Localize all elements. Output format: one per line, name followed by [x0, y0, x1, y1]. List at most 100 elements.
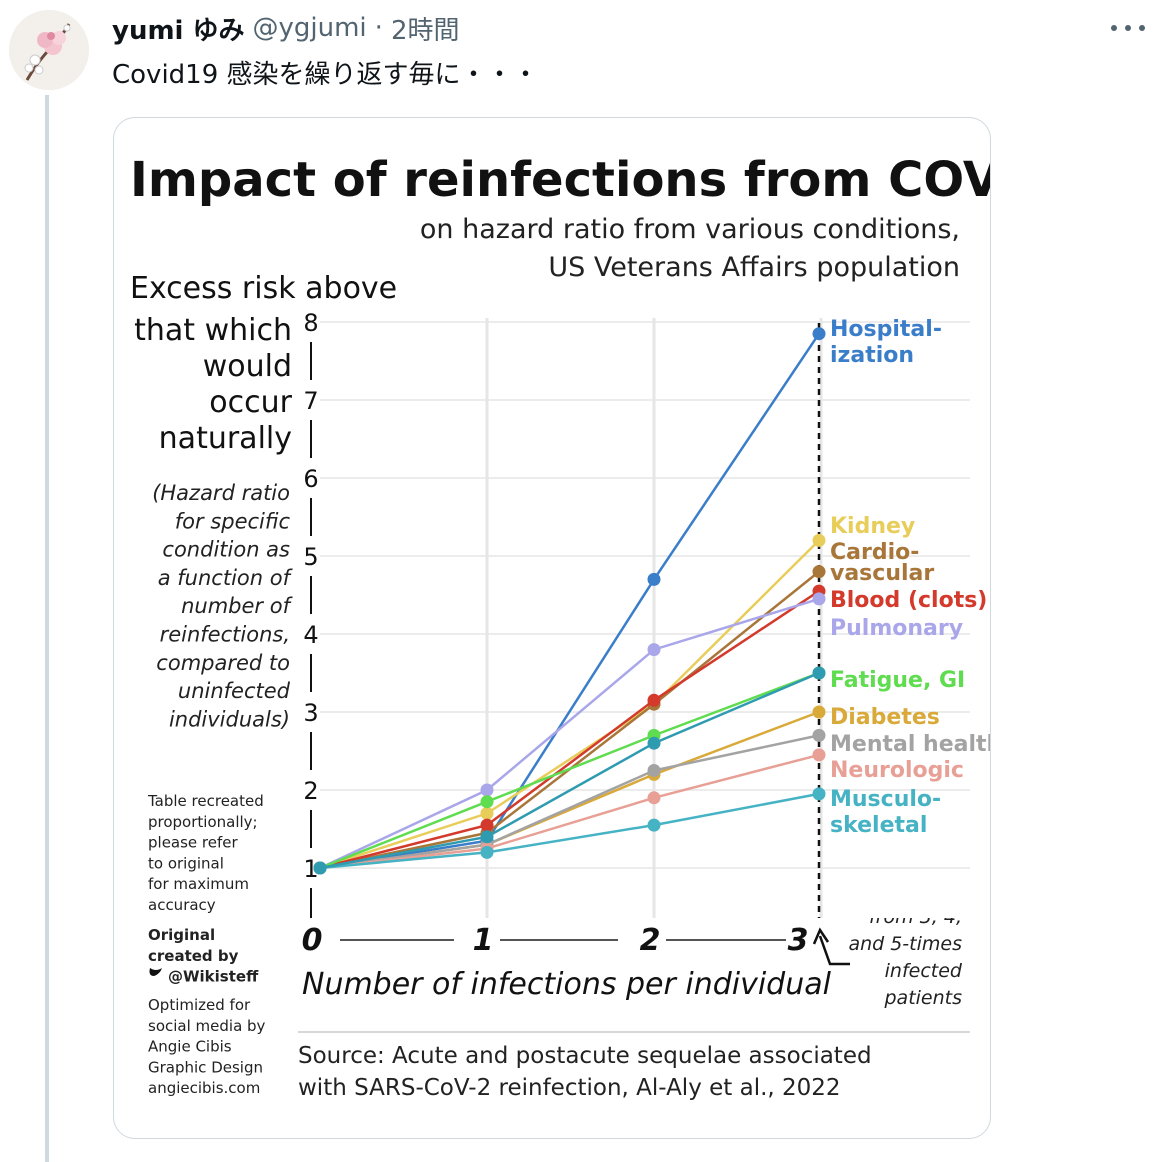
display-name[interactable]: yumi ゆみ	[112, 15, 245, 46]
ylabel-note-line-5: number of	[181, 594, 293, 618]
data-point	[812, 592, 826, 606]
chart-image: Impact of reinfections from COVID on haz…	[130, 152, 990, 1101]
recreation-note-line-6: accuracy	[148, 896, 216, 914]
series-label: vascular	[830, 561, 934, 586]
y-axis: 1 2 3 4 5 6 7 8	[303, 309, 319, 918]
data-point	[313, 861, 327, 875]
y-tick-label: 2	[303, 777, 318, 805]
data-point	[812, 327, 826, 341]
series-label: Blood (clots)	[830, 588, 987, 613]
x-axis: 0 1 2 3	[302, 923, 850, 966]
data-point	[647, 791, 661, 805]
chart-title: Impact of reinfections from COVID	[130, 152, 990, 208]
data-point	[812, 705, 826, 719]
timestamp[interactable]: 2時間	[390, 15, 460, 46]
credit-line-3: @Wikisteff	[168, 968, 259, 986]
data-point	[480, 845, 494, 859]
avatar[interactable]	[9, 10, 89, 90]
data-point	[812, 565, 826, 579]
data-point	[812, 666, 826, 680]
recreation-note-line-1: Table recreated	[147, 792, 264, 810]
chart-subtitle-line2: US Veterans Affairs population	[548, 252, 960, 283]
y-tick-label: 1	[303, 855, 318, 883]
data-point	[480, 783, 494, 797]
recreation-note-line-5: for maximum	[148, 875, 249, 893]
ylabel-note: (Hazard ratio for specific condition as a f…	[152, 481, 293, 731]
data-point	[812, 728, 826, 742]
series-line	[319, 753, 820, 870]
credit-note: Original created by @Wikisteff	[148, 926, 259, 986]
x-tick-label: 3	[788, 923, 809, 958]
recreation-note: Table recreated proportionally; please ref…	[147, 792, 264, 914]
data-point	[812, 533, 826, 547]
series-label: Musculo-	[830, 787, 941, 812]
y-tick-label: 4	[303, 621, 318, 649]
ylabel-line1: Excess risk above	[130, 271, 397, 306]
series-label: ization	[830, 343, 914, 368]
ylabel-note-line-6: reinfections,	[160, 623, 290, 647]
credit-line-2: created by	[148, 947, 239, 965]
series-label: Diabetes	[830, 705, 940, 730]
credit-line-1: Original	[148, 926, 215, 944]
data-point	[647, 818, 661, 832]
series-line	[319, 333, 821, 870]
y-tick-label: 8	[303, 309, 318, 337]
user-handle[interactable]: @ygjumi	[252, 13, 367, 43]
data-point	[647, 764, 661, 777]
tweet-text: Covid19 感染を繰り返す毎に・・・	[112, 60, 539, 90]
mix-note-line-5: patients	[883, 987, 962, 1009]
y-tick-label: 3	[303, 699, 318, 727]
x-tick-label: 1	[473, 923, 494, 958]
attached-image[interactable]: Impact of reinfections from COVID on haz…	[113, 117, 991, 1139]
data-point	[647, 693, 661, 707]
ylabel-line5: naturally	[159, 421, 292, 456]
ylabel-note-line-3: condition as	[162, 538, 290, 562]
plot-background	[314, 318, 970, 918]
data-point	[812, 787, 826, 801]
mix-note-line-3: and 5-times	[848, 933, 962, 955]
series-line	[319, 671, 820, 870]
chart-subtitle-line1: on hazard ratio from various conditions,	[420, 214, 960, 245]
series-line	[319, 539, 820, 870]
more-options-button[interactable]	[1098, 8, 1158, 48]
data-point	[812, 748, 826, 762]
ylabel-note-line-8: uninfected	[178, 679, 291, 703]
series-label: Kidney	[830, 514, 915, 539]
ylabel-note-line-9: individuals)	[169, 707, 290, 731]
data-point	[647, 572, 661, 586]
ylabel-note-line-4: a function of	[158, 566, 294, 590]
ylabel-note-line-1: (Hazard ratio	[152, 481, 290, 505]
series-line	[319, 590, 820, 870]
y-tick-label: 6	[303, 465, 318, 493]
tweet-header: yumi ゆみ @ygjumi · 2時間	[112, 10, 459, 46]
series-line	[319, 792, 820, 870]
series-label: Cardio-	[830, 540, 919, 565]
recreation-note-line-3: please refer	[148, 834, 238, 852]
twitter-bird-icon	[149, 968, 162, 976]
separator-dot: ·	[374, 13, 383, 43]
series-line	[319, 597, 820, 870]
arrow-head-icon	[812, 927, 830, 945]
ylabel-note-line-7: compared to	[156, 651, 290, 675]
optimized-line-5: angiecibis.com	[148, 1079, 260, 1097]
series-label: Fatigue, GI	[830, 668, 965, 693]
data-point	[480, 806, 494, 820]
data-point	[647, 736, 661, 750]
data-point	[480, 830, 494, 844]
ylabel-line4: occur	[209, 385, 292, 420]
optimized-line-3: Angie Cibis	[148, 1038, 232, 1056]
data-point	[480, 818, 494, 832]
mix-note-arrow	[818, 935, 850, 966]
data-point	[480, 795, 494, 809]
ylabel-line2: that which	[134, 313, 292, 348]
series-label: Mental health	[830, 732, 990, 757]
series-line	[319, 671, 820, 870]
optimized-line-2: social media by	[148, 1017, 266, 1035]
plum-blossom-avatar-icon	[9, 10, 89, 90]
series-label: Hospital-	[830, 317, 942, 342]
optimized-line-1: Optimized for	[148, 996, 251, 1014]
thread-connector-line	[45, 95, 49, 1162]
x-axis-label: Number of infections per individual	[302, 967, 832, 1002]
data-point	[647, 643, 661, 657]
x-tick-label: 2	[640, 923, 661, 958]
